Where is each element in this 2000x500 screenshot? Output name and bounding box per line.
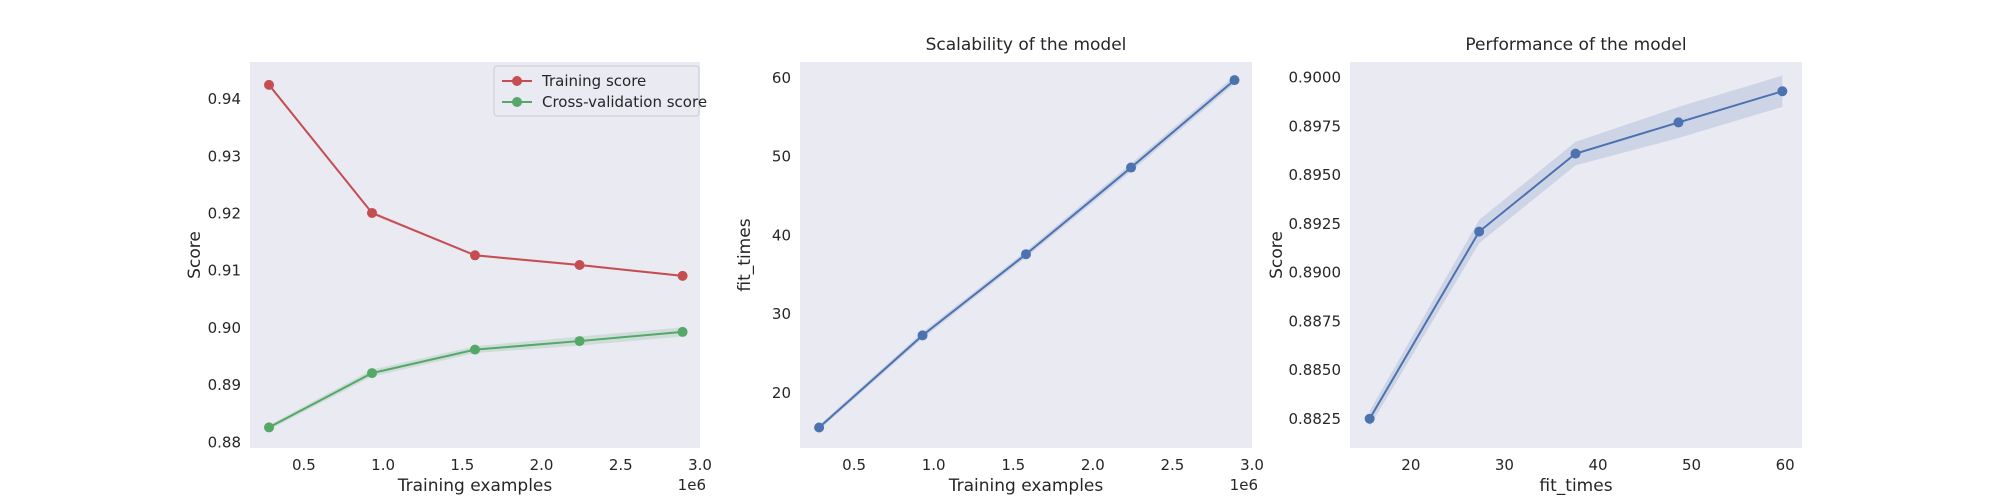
y-tick-label: 0.8850 — [1289, 361, 1342, 379]
x-offset-label: 1e6 — [678, 476, 706, 494]
y-tick-label: 0.8825 — [1289, 410, 1342, 428]
y-tick-label: 0.94 — [208, 90, 241, 108]
data-point — [1673, 117, 1684, 128]
data-point — [367, 368, 378, 379]
legend-label: Cross-validation score — [542, 93, 707, 111]
data-point — [1570, 148, 1581, 159]
legend-box — [493, 65, 700, 117]
y-tick-label: 0.89 — [208, 376, 241, 394]
y-axis-label: fit_times — [735, 218, 755, 291]
std-band — [1369, 75, 1783, 427]
x-tick-label: 1.5 — [1001, 456, 1025, 474]
plot-area — [1350, 62, 1802, 448]
y-tick-label: 0.9000 — [1289, 69, 1342, 87]
y-axis-label: Score — [185, 231, 205, 279]
data-point — [677, 270, 688, 281]
x-tick-label: 1.0 — [922, 456, 946, 474]
y-tick-label: 0.8875 — [1289, 312, 1342, 330]
x-tick-label: 2.5 — [609, 456, 633, 474]
x-axis-label: Training examples — [397, 476, 553, 496]
data-point — [814, 422, 825, 433]
y-tick-label: 0.8925 — [1289, 215, 1342, 233]
panel-1: 0.5 1.0 1.5 2.0 2.5 3.0 0.88 0.89 0.90 0.91 0.92 0.… — [185, 62, 712, 496]
y-tick-label: 0.93 — [208, 147, 241, 165]
x-tick-label: 0.5 — [842, 456, 866, 474]
y-tick-label: 60 — [772, 69, 791, 87]
x-tick-label: 50 — [1682, 456, 1701, 474]
x-axis-label: fit_times — [1539, 476, 1612, 496]
data-point — [1364, 413, 1375, 424]
x-tick-label: 20 — [1401, 456, 1420, 474]
data-point — [677, 326, 688, 337]
data-point — [367, 207, 378, 218]
y-tick-label: 40 — [772, 226, 791, 244]
x-tick-label: 3.0 — [1240, 456, 1264, 474]
y-tick-label: 0.88 — [208, 433, 241, 451]
x-tick-label: 1.5 — [450, 456, 474, 474]
data-point — [470, 250, 480, 261]
legend-marker — [512, 76, 522, 86]
y-axis-label: Score — [1267, 231, 1287, 279]
x-tick-label: 30 — [1495, 456, 1514, 474]
data-point — [574, 336, 585, 347]
data-point — [917, 330, 928, 341]
y-tick-label: 0.90 — [208, 319, 241, 337]
x-tick-label: 1.0 — [371, 456, 395, 474]
legend: Training score Cross-validation score — [493, 65, 707, 117]
y-tick-label: 0.8950 — [1289, 166, 1342, 184]
panel-3: 20 30 40 50 60 0.8825 0.8850 0.8875 0.8900 0.8925… — [1267, 35, 1802, 496]
data-point — [1777, 86, 1788, 97]
y-tick-label: 30 — [772, 305, 791, 323]
x-axis-label: Training examples — [948, 476, 1104, 496]
data-point — [264, 422, 275, 433]
x-tick-label: 40 — [1588, 456, 1607, 474]
x-tick-label: 2.5 — [1160, 456, 1184, 474]
data-point — [1474, 226, 1485, 237]
legend-marker — [512, 97, 522, 107]
legend-label: Training score — [541, 72, 646, 90]
x-tick-label: 0.5 — [292, 456, 316, 474]
y-tick-label: 0.91 — [208, 262, 241, 280]
data-point — [574, 260, 585, 271]
chart-title: Scalability of the model — [926, 35, 1127, 55]
y-tick-label: 0.92 — [208, 205, 241, 223]
data-point — [1229, 75, 1240, 86]
x-offset-label: 1e6 — [1230, 476, 1258, 494]
data-point — [1021, 249, 1031, 260]
data-point — [264, 79, 275, 90]
x-tick-label: 60 — [1776, 456, 1795, 474]
chart-title: Performance of the model — [1465, 35, 1686, 55]
y-tick-label: 0.8975 — [1289, 117, 1342, 135]
data-point — [1126, 162, 1137, 173]
y-tick-label: 20 — [772, 384, 791, 402]
x-tick-label: 2.0 — [1081, 456, 1105, 474]
x-tick-label: 3.0 — [688, 456, 712, 474]
panel-2: 0.5 1.0 1.5 2.0 2.5 3.0 20 30 40 50 60 Training exa… — [735, 35, 1264, 496]
y-tick-label: 50 — [772, 148, 791, 166]
y-tick-label: 0.8900 — [1289, 264, 1342, 282]
x-tick-label: 2.0 — [530, 456, 554, 474]
data-point — [470, 344, 480, 355]
